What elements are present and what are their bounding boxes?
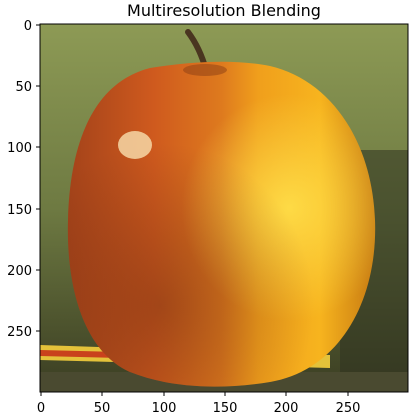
- plot-frame: [39, 23, 409, 393]
- x-tick-label: 150: [213, 401, 238, 416]
- figure-title: Multiresolution Blending: [127, 1, 321, 20]
- y-tick-label: 200: [7, 264, 32, 279]
- y-tick-label: 250: [7, 325, 32, 340]
- y-tick-label: 50: [15, 80, 32, 95]
- x-tick-label: 200: [274, 401, 299, 416]
- y-tick-label: 150: [7, 203, 32, 218]
- x-tick-label: 100: [152, 401, 177, 416]
- blended-image: [40, 24, 408, 392]
- x-tick-label: 0: [37, 401, 45, 416]
- highlight: [118, 131, 152, 159]
- y-tick-label: 0: [24, 19, 32, 34]
- y-tick-label: 100: [7, 141, 32, 156]
- x-tick-label: 50: [94, 401, 111, 416]
- x-tick-label: 250: [336, 401, 361, 416]
- y-axis: 0 50 100 150 200 250: [7, 19, 40, 340]
- x-axis: 0 50 100 150 200 250: [37, 392, 361, 416]
